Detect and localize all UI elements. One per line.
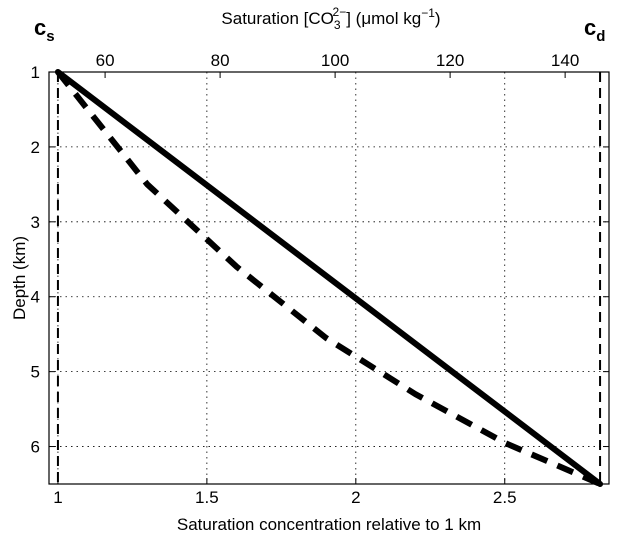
dashed-profile-line bbox=[55, 70, 602, 487]
top-tick-label: 60 bbox=[96, 51, 115, 70]
top-tick-label: 100 bbox=[321, 51, 349, 70]
marker-cs-subscript: s bbox=[46, 28, 54, 45]
top-tick-label: 120 bbox=[436, 51, 464, 70]
plot-frame bbox=[48, 71, 610, 485]
y-tick-label: 2 bbox=[31, 138, 40, 157]
marker-cd-letter: c bbox=[584, 15, 596, 40]
marker-cs-letter: c bbox=[34, 15, 46, 40]
y-tick-label: 4 bbox=[31, 288, 40, 307]
top-axis-title: Saturation [CO32−] (μmol kg−1) bbox=[221, 5, 440, 32]
top-tick-label: 140 bbox=[551, 51, 579, 70]
top-axis-title-prefix: Saturation [CO bbox=[221, 9, 333, 28]
x-tick-label: 1.5 bbox=[195, 488, 219, 507]
top-tick-label: 80 bbox=[211, 51, 230, 70]
y-axis-title: Depth (km) bbox=[10, 236, 29, 320]
marker-cs: cs bbox=[34, 15, 55, 45]
y-tick-label: 1 bbox=[31, 63, 40, 82]
x-tick-label: 2.5 bbox=[493, 488, 517, 507]
x-tick-label: 1 bbox=[53, 488, 62, 507]
markers-layer: cs cd bbox=[34, 15, 605, 45]
x-axis-title: Saturation concentration relative to 1 k… bbox=[177, 515, 481, 534]
series-layer bbox=[54, 69, 604, 487]
top-axis-title-middle: ] (μmol kg bbox=[346, 9, 421, 28]
marker-cd-subscript: d bbox=[596, 28, 605, 45]
top-axis-title-sup: 2− bbox=[333, 5, 347, 19]
y-tick-label: 3 bbox=[31, 213, 40, 232]
tick-labels-layer: 1 1.5 2 2.5 60 80 100 120 140 1 2 3 4 5 6 bbox=[31, 51, 580, 507]
y-tick-label: 5 bbox=[31, 363, 40, 382]
solid-profile-line bbox=[54, 69, 604, 487]
marker-cd: cd bbox=[584, 15, 605, 45]
ticks-layer bbox=[49, 71, 609, 484]
top-axis-title-suffix: ) bbox=[435, 9, 441, 28]
x-tick-label: 2 bbox=[351, 488, 360, 507]
top-axis-title-sub: 3 bbox=[334, 18, 341, 32]
y-tick-label: 6 bbox=[31, 438, 40, 457]
top-axis-title-sup2: −1 bbox=[421, 6, 435, 20]
